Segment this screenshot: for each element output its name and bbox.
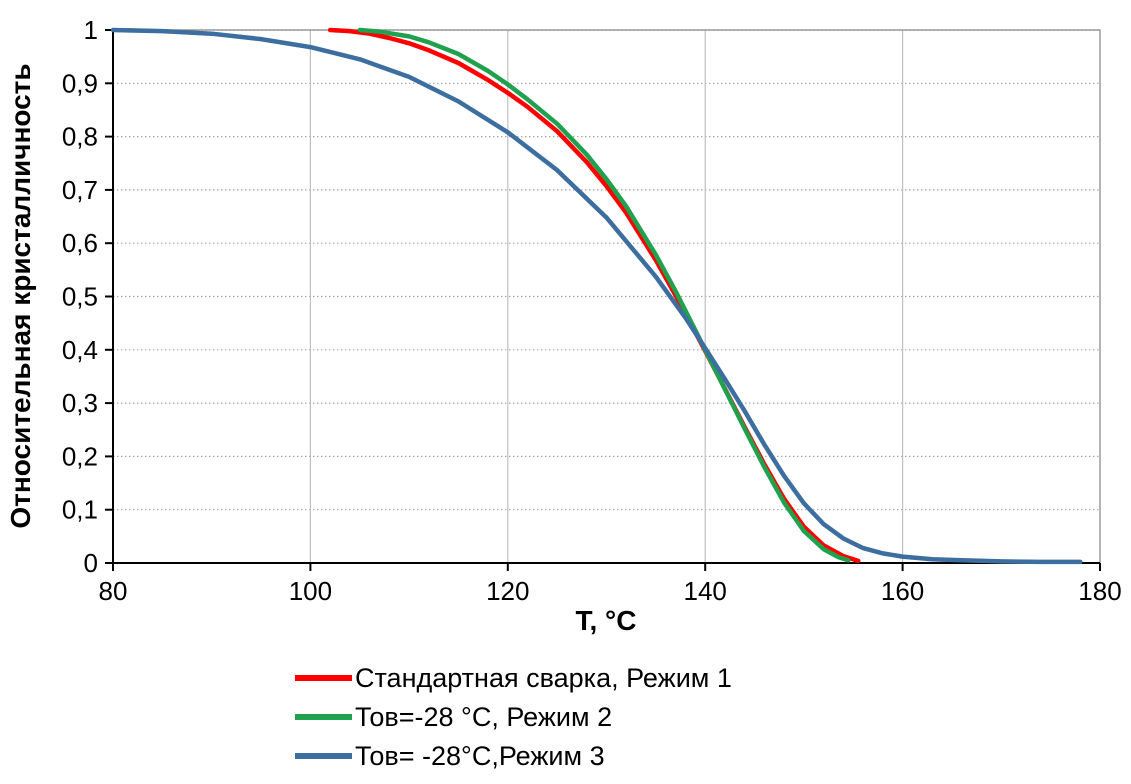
x-tick-label: 80 [99, 576, 128, 606]
y-tick-label: 0,8 [62, 122, 98, 152]
x-axis-title: T, °C [576, 605, 637, 636]
y-axis-title: Относительная кристалличность [5, 63, 36, 528]
legend-item-rezhim2: Тов=-28 °C, Режим 2 [295, 699, 732, 735]
legend: Стандартная сварка, Режим 1 Тов=-28 °C, … [295, 660, 732, 774]
y-tick-label: 0,2 [62, 441, 98, 471]
y-tick-label: 0,6 [62, 228, 98, 258]
plot-layers: 80 100 120 140 160 180 0 0,1 0,2 0,3 0,4 0,5 0,6 0,7 0… [62, 15, 1122, 606]
plot-area: 80 100 120 140 160 180 0 0,1 0,2 0,3 0,4 0,5 0,6 0,7 0… [5, 15, 1122, 636]
legend-item-rezhim1: Стандартная сварка, Режим 1 [295, 660, 732, 696]
y-tick-label: 0,1 [62, 495, 98, 525]
series-line-rezhim1 [327, 27, 861, 564]
y-tick-label: 0,9 [62, 68, 98, 98]
y-tick-label: 0,3 [62, 388, 98, 418]
y-tick-label: 0,7 [62, 175, 98, 205]
x-tick-label: 140 [684, 576, 727, 606]
y-tick-label: 1 [84, 15, 98, 45]
legend-swatch-line-blue [295, 753, 352, 759]
x-tick-label: 120 [486, 576, 529, 606]
y-tick-label: 0 [84, 548, 98, 578]
legend-item-rezhim3: Тов= -28°C,Режим 3 [295, 738, 732, 774]
legend-swatch-line-green [295, 714, 352, 720]
y-tick-label: 0,4 [62, 335, 98, 365]
series-line-rezhim2 [357, 27, 851, 563]
y-tick-label: 0,5 [62, 282, 98, 312]
x-tick-label: 160 [881, 576, 924, 606]
legend-label: Стандартная сварка, Режим 1 [355, 662, 732, 693]
x-tick-label: 180 [1078, 576, 1121, 606]
x-tick-label: 100 [289, 576, 332, 606]
legend-label: Тов=-28 °C, Режим 2 [355, 701, 613, 732]
legend-swatch-line-red [295, 675, 352, 681]
legend-label: Тов= -28°C,Режим 3 [355, 740, 605, 771]
series-line-rezhim3 [110, 27, 1083, 565]
